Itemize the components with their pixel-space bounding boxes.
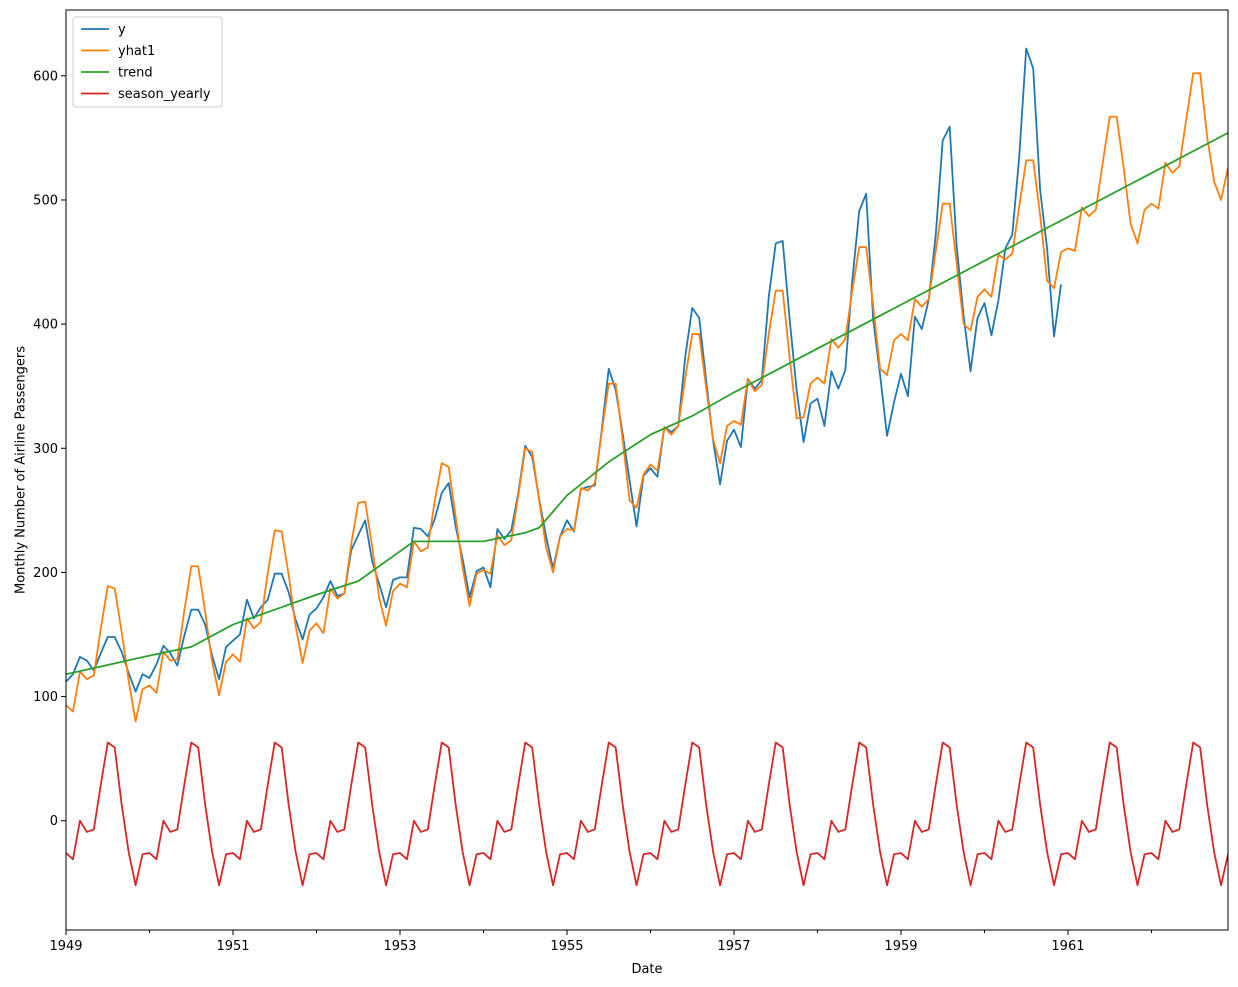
x-tick-label: 1957 <box>717 939 750 954</box>
y-axis: 0 100 200 300 400 500 600 <box>33 69 66 829</box>
y-tick-label: 600 <box>33 69 58 84</box>
series-line-trend <box>66 132 1228 676</box>
x-axis-label: Date <box>631 962 662 977</box>
y-tick-label: 200 <box>33 566 58 581</box>
x-tick-label: 1949 <box>49 939 82 954</box>
legend-label: season_yearly <box>118 87 211 102</box>
legend: y yhat1 trend season_yearly <box>72 16 223 108</box>
y-tick-label: 100 <box>33 690 58 705</box>
x-tick-label: 1955 <box>550 939 583 954</box>
y-tick-label: 500 <box>33 193 58 208</box>
series-line-y <box>66 47 1062 693</box>
series-line-season-yearly <box>66 741 1228 887</box>
x-tick-label: 1953 <box>383 939 416 954</box>
legend-label: y <box>118 23 126 38</box>
y-tick-label: 0 <box>50 814 58 829</box>
series-line-yhat1 <box>66 72 1228 723</box>
y-axis-label: Monthly Number of Airline Passengers <box>14 346 29 594</box>
legend-label: yhat1 <box>118 44 155 59</box>
y-tick-label: 300 <box>33 442 58 457</box>
legend-box <box>72 16 223 108</box>
x-tick-label: 1959 <box>884 939 917 954</box>
plot-frame <box>65 9 1229 931</box>
series-layer <box>66 47 1228 887</box>
legend-label: trend <box>118 66 153 81</box>
x-tick-label: 1951 <box>216 939 249 954</box>
x-tick-label: 1961 <box>1051 939 1084 954</box>
y-tick-label: 400 <box>33 318 58 333</box>
x-axis: 1949 1951 1953 1955 1957 1959 1961 <box>49 930 1152 954</box>
